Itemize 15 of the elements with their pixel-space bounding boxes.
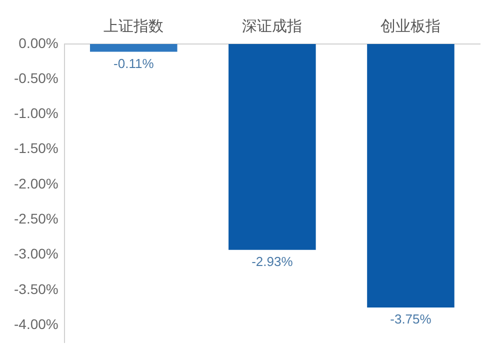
data-label: -3.75% bbox=[390, 312, 432, 327]
y-tick-label: -0.50% bbox=[14, 70, 58, 86]
data-label: -0.11% bbox=[114, 56, 154, 71]
y-tick-label: -2.00% bbox=[14, 175, 58, 192]
y-tick-label: -1.50% bbox=[14, 140, 58, 156]
y-tick-label: -1.00% bbox=[14, 105, 58, 122]
y-tick-label: -4.00% bbox=[14, 316, 58, 332]
y-tick-label: 0.00% bbox=[18, 34, 58, 51]
y-tick-label: -3.50% bbox=[14, 280, 58, 297]
x-tick-label: 创业板指 bbox=[380, 16, 441, 35]
x-tick-label: 深证成指 bbox=[242, 16, 302, 35]
y-tick-label: -2.50% bbox=[14, 210, 58, 227]
y-tick-label: -3.00% bbox=[14, 246, 58, 262]
x-tick-label: 上证指数 bbox=[104, 16, 164, 35]
data-label: -2.93% bbox=[252, 254, 294, 269]
